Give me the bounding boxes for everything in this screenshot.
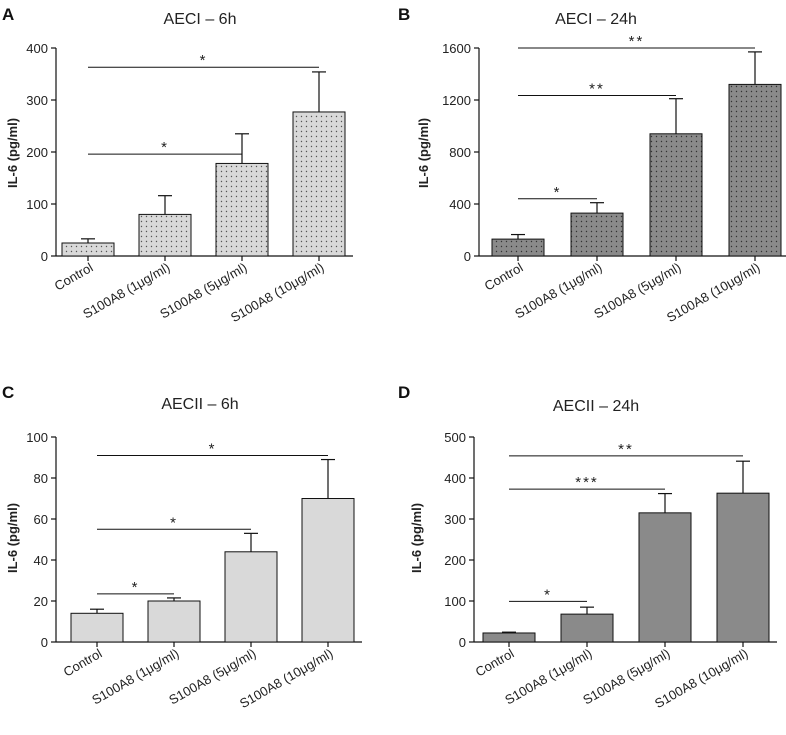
panel-c-bar bbox=[301, 498, 355, 643]
panel-b-bar bbox=[570, 212, 624, 257]
panel-a-ylabel: IL-6 (pg/ml) bbox=[5, 118, 20, 188]
panel-b-ylabel: IL-6 (pg/ml) bbox=[416, 118, 431, 188]
panel-b-significance-label: ** bbox=[629, 33, 645, 50]
panel-c-bar bbox=[224, 551, 278, 643]
panel-b-chart: AECI – 24h IL-6 (pg/ml) 0 400 800 1200 1600 C… bbox=[416, 11, 786, 325]
panel-a-y-tick-label: 200 bbox=[26, 145, 48, 160]
panel-c-bar bbox=[70, 612, 124, 643]
panel-b-significance-label: * bbox=[554, 184, 562, 201]
panel-d-y-tick-label: 0 bbox=[459, 635, 466, 650]
panel-d-significance-label: * bbox=[544, 586, 552, 603]
panel-a-significance-label: * bbox=[200, 52, 208, 69]
panel-c-significance-label: * bbox=[132, 579, 140, 596]
panel-b-title: AECI – 24h bbox=[555, 11, 637, 28]
panel-d-y-tick-label: 500 bbox=[444, 430, 466, 445]
panel-letter-d: D bbox=[398, 383, 410, 402]
panel-c-y-tick-label: 20 bbox=[34, 594, 48, 609]
panel-b-bar bbox=[491, 238, 545, 257]
panel-letter-b: B bbox=[398, 5, 410, 24]
panel-a-y-tick-label: 300 bbox=[26, 93, 48, 108]
panel-c-y-tick-label: 40 bbox=[34, 553, 48, 568]
panel-c-chart: AECII – 6h IL-6 (pg/ml) 0 20 40 60 80 100 Cont… bbox=[5, 396, 362, 711]
panel-d-bar bbox=[716, 492, 770, 643]
panel-a-x-tick-label: Control bbox=[52, 260, 96, 294]
panel-a-bar bbox=[61, 242, 115, 257]
panel-d-x-tick-label: S100A8 (1μg/ml) bbox=[502, 646, 594, 708]
panel-d-bar bbox=[482, 632, 536, 643]
panel-b-x-tick-label: S100A8 (1μg/ml) bbox=[512, 260, 604, 322]
panel-c-ylabel: IL-6 (pg/ml) bbox=[5, 503, 20, 573]
panel-d-significance-label: ** bbox=[618, 441, 634, 458]
panel-d-y-tick-label: 400 bbox=[444, 471, 466, 486]
panel-b-significance-label: ** bbox=[589, 80, 605, 97]
panel-a-y-tick-label: 0 bbox=[41, 249, 48, 264]
panel-a-chart: AECI – 6h IL-6 (pg/ml) 0 100 200 300 400 Cont… bbox=[5, 11, 353, 325]
panel-a-significance-label: * bbox=[161, 139, 169, 156]
panel-a-title: AECI – 6h bbox=[164, 11, 237, 28]
panel-b-bar bbox=[728, 83, 782, 257]
panel-a-y-tick-label: 100 bbox=[26, 197, 48, 212]
panel-d-y-tick-label: 300 bbox=[444, 512, 466, 527]
panel-letter-a: A bbox=[2, 5, 14, 24]
panel-b-y-tick-label: 0 bbox=[464, 249, 471, 264]
panel-a-bar bbox=[215, 162, 269, 257]
panel-d-bar bbox=[638, 512, 692, 643]
panel-d-y-tick-label: 100 bbox=[444, 594, 466, 609]
panel-d-significance-label: *** bbox=[575, 474, 599, 491]
panel-c-significance-label: * bbox=[209, 440, 217, 457]
panel-d-title: AECII – 24h bbox=[553, 398, 639, 415]
panel-a-bar bbox=[138, 213, 192, 257]
panel-d-x-tick-label: Control bbox=[473, 646, 517, 680]
panel-c-y-tick-label: 0 bbox=[41, 635, 48, 650]
panel-c-title: AECII – 6h bbox=[161, 396, 238, 413]
panel-a-bar bbox=[292, 111, 346, 257]
panel-c-significance-label: * bbox=[170, 514, 178, 531]
panel-c-y-tick-label: 60 bbox=[34, 512, 48, 527]
panel-c-x-tick-label: Control bbox=[61, 646, 105, 680]
panel-b-bar bbox=[649, 133, 703, 257]
panel-d-y-tick-label: 200 bbox=[444, 553, 466, 568]
panel-d-bar bbox=[560, 613, 614, 643]
panel-c-y-tick-label: 100 bbox=[26, 430, 48, 445]
panel-letter-c: C bbox=[2, 383, 14, 402]
panel-b-x-tick-label: Control bbox=[482, 260, 526, 294]
panel-b-y-tick-label: 400 bbox=[449, 197, 471, 212]
panel-a-y-tick-label: 400 bbox=[26, 41, 48, 56]
panel-c-bar bbox=[147, 600, 201, 643]
panel-d-ylabel: IL-6 (pg/ml) bbox=[409, 503, 424, 573]
panel-b-y-tick-label: 1200 bbox=[442, 93, 471, 108]
panel-b-y-tick-label: 1600 bbox=[442, 41, 471, 56]
panel-d-chart: AECII – 24h IL-6 (pg/ml) 0 100 200 300 400 50… bbox=[409, 398, 777, 711]
panel-b-y-tick-label: 800 bbox=[449, 145, 471, 160]
panel-c-y-tick-label: 80 bbox=[34, 471, 48, 486]
